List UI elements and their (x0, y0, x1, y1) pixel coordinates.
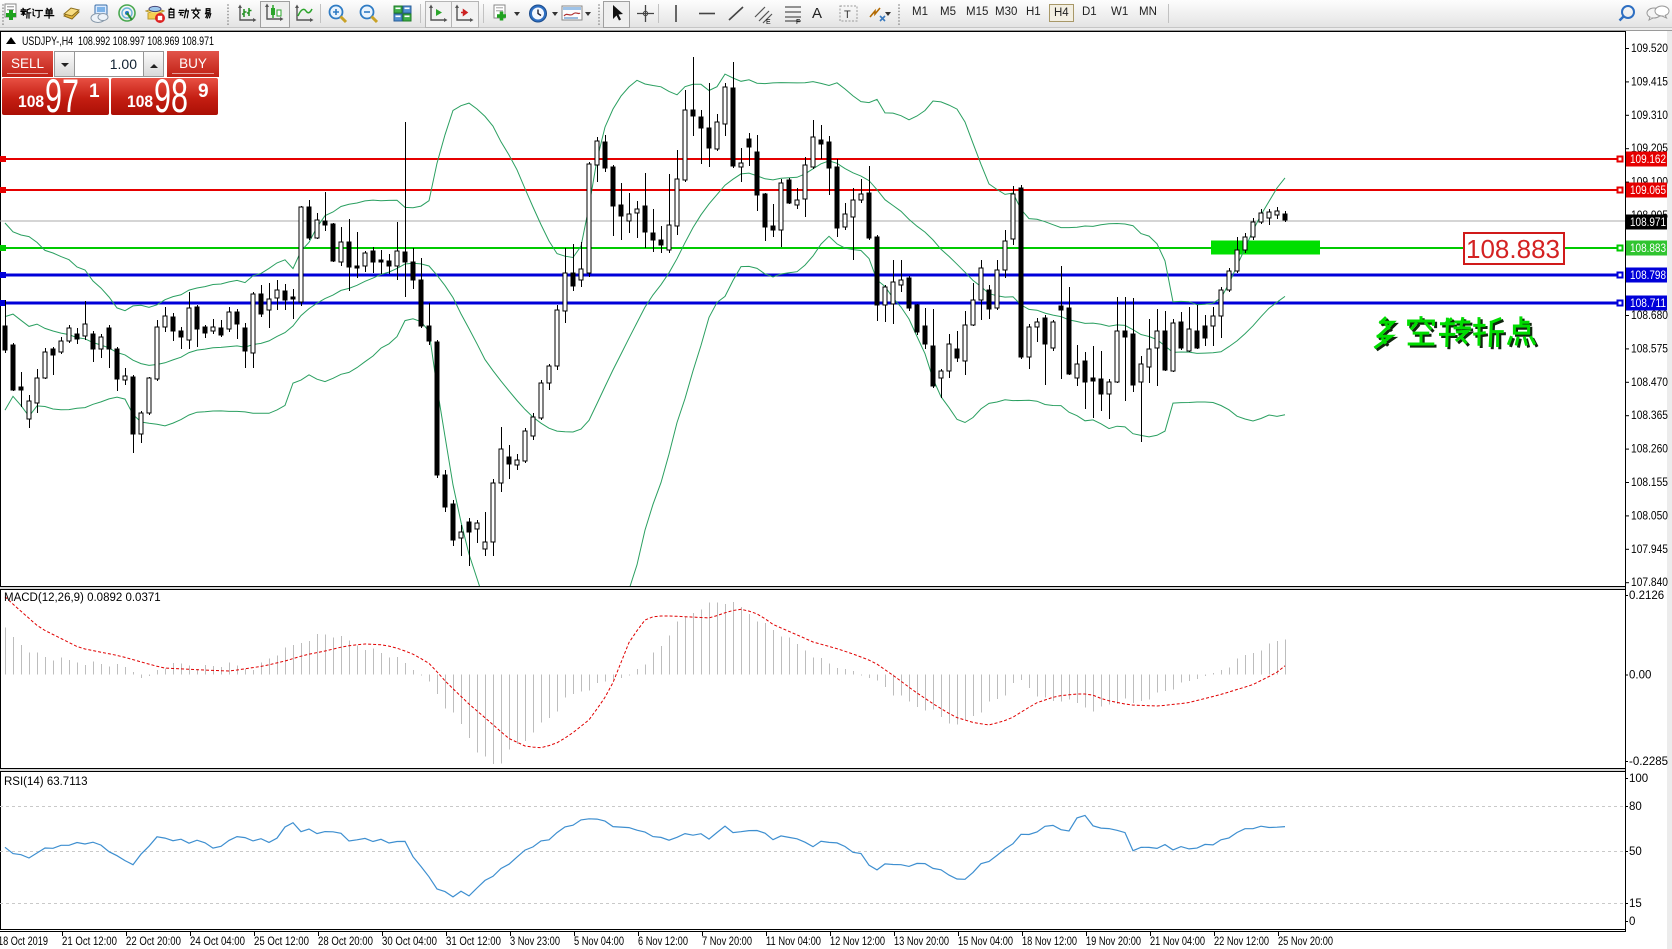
svg-text:0.00: 0.00 (1629, 670, 1651, 682)
svg-text:30 Oct 04:00: 30 Oct 04:00 (382, 936, 437, 948)
svg-text:108.711: 108.711 (1630, 298, 1666, 310)
svg-text:6 Nov 12:00: 6 Nov 12:00 (638, 936, 688, 948)
svg-text:21 Oct 12:00: 21 Oct 12:00 (62, 936, 117, 948)
svg-text:15: 15 (1629, 898, 1642, 910)
svg-text:24 Oct 04:00: 24 Oct 04:00 (190, 936, 245, 948)
svg-text:108.883: 108.883 (1630, 243, 1666, 255)
svg-text:-0.2285: -0.2285 (1629, 756, 1668, 768)
svg-text:25 Nov 20:00: 25 Nov 20:00 (1278, 936, 1333, 948)
svg-text:E: E (766, 19, 771, 25)
svg-text:108.798: 108.798 (1630, 270, 1666, 282)
svg-text:USDJPY-,H4 108.992 108.997 10: USDJPY-,H4 108.992 108.997 108.969 108.9… (22, 34, 214, 48)
svg-text:100: 100 (1629, 773, 1648, 785)
svg-text:21 Nov 04:00: 21 Nov 04:00 (1150, 936, 1205, 948)
svg-text:12 Nov 12:00: 12 Nov 12:00 (830, 936, 885, 948)
svg-text:109.065: 109.065 (1630, 185, 1666, 197)
svg-text:F: F (796, 19, 800, 25)
svg-text:13 Nov 20:00: 13 Nov 20:00 (894, 936, 949, 948)
svg-text:107.840: 107.840 (1631, 577, 1668, 589)
svg-text:80: 80 (1629, 801, 1642, 813)
svg-text:11 Nov 04:00: 11 Nov 04:00 (766, 936, 821, 948)
svg-text:25 Oct 12:00: 25 Oct 12:00 (254, 936, 309, 948)
svg-text:T: T (844, 9, 851, 21)
svg-text:108.470: 108.470 (1631, 377, 1668, 389)
svg-text:108.680: 108.680 (1631, 310, 1668, 322)
svg-text:5 Nov 04:00: 5 Nov 04:00 (574, 936, 624, 948)
svg-text:108.365: 108.365 (1631, 410, 1668, 422)
svg-text:0: 0 (1629, 916, 1635, 928)
svg-text:7 Nov 20:00: 7 Nov 20:00 (702, 936, 752, 948)
svg-text:108.155: 108.155 (1631, 477, 1668, 489)
svg-text:MACD(12,26,9) 0.0892 0.0371: MACD(12,26,9) 0.0892 0.0371 (4, 592, 161, 604)
svg-text:108.260: 108.260 (1631, 444, 1668, 456)
svg-text:109.415: 109.415 (1631, 76, 1668, 88)
svg-text:50: 50 (1629, 846, 1642, 858)
svg-text:108.883: 108.883 (1466, 234, 1560, 264)
svg-text:15 Nov 04:00: 15 Nov 04:00 (958, 936, 1013, 948)
svg-text:RSI(14) 63.7113: RSI(14) 63.7113 (4, 776, 88, 788)
svg-text:108.050: 108.050 (1631, 510, 1668, 522)
svg-text:22 Nov 12:00: 22 Nov 12:00 (1214, 936, 1269, 948)
svg-text:0.2126: 0.2126 (1629, 590, 1664, 602)
svg-text:28 Oct 20:00: 28 Oct 20:00 (318, 936, 373, 948)
svg-text:109.520: 109.520 (1631, 43, 1668, 55)
svg-text:109.162: 109.162 (1630, 154, 1666, 166)
svg-text:108.971: 108.971 (1630, 217, 1666, 229)
svg-text:3 Nov 23:00: 3 Nov 23:00 (510, 936, 560, 948)
svg-text:18 Nov 12:00: 18 Nov 12:00 (1022, 936, 1077, 948)
svg-text:19 Nov 20:00: 19 Nov 20:00 (1086, 936, 1141, 948)
svg-text:31 Oct 12:00: 31 Oct 12:00 (446, 936, 501, 948)
svg-text:109.310: 109.310 (1631, 110, 1668, 122)
svg-text:108.575: 108.575 (1631, 343, 1668, 355)
svg-text:18 Oct 2019: 18 Oct 2019 (0, 936, 48, 948)
svg-text:22 Oct 20:00: 22 Oct 20:00 (126, 936, 181, 948)
svg-text:107.945: 107.945 (1631, 544, 1668, 556)
